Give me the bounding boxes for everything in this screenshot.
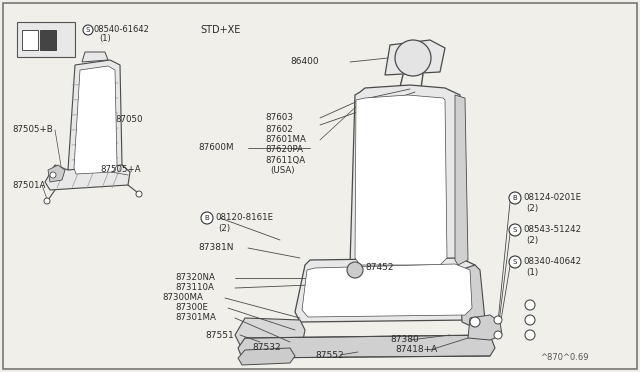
Text: 87620PA: 87620PA bbox=[265, 145, 303, 154]
Text: S: S bbox=[86, 27, 90, 33]
Text: (1): (1) bbox=[526, 267, 538, 276]
Text: 87300E: 87300E bbox=[175, 304, 208, 312]
Text: 87600M: 87600M bbox=[198, 144, 234, 153]
FancyBboxPatch shape bbox=[17, 22, 75, 57]
Circle shape bbox=[525, 315, 535, 325]
Polygon shape bbox=[238, 348, 295, 365]
Text: 873110A: 873110A bbox=[175, 283, 214, 292]
Text: 87552: 87552 bbox=[315, 350, 344, 359]
Text: 87452: 87452 bbox=[365, 263, 394, 273]
Text: ^870^0.69: ^870^0.69 bbox=[540, 353, 589, 362]
Polygon shape bbox=[82, 52, 108, 62]
Text: 08543-51242: 08543-51242 bbox=[523, 225, 581, 234]
Text: 08340-40642: 08340-40642 bbox=[523, 257, 581, 266]
Text: (2): (2) bbox=[526, 235, 538, 244]
Polygon shape bbox=[48, 165, 65, 182]
FancyBboxPatch shape bbox=[10, 15, 195, 200]
Text: (2): (2) bbox=[526, 203, 538, 212]
Text: 87532: 87532 bbox=[252, 343, 280, 353]
Text: (2): (2) bbox=[218, 224, 230, 232]
Circle shape bbox=[50, 172, 56, 178]
FancyBboxPatch shape bbox=[40, 30, 56, 50]
Polygon shape bbox=[74, 66, 117, 174]
Circle shape bbox=[509, 192, 521, 204]
Text: 86400: 86400 bbox=[290, 58, 319, 67]
Circle shape bbox=[509, 256, 521, 268]
Text: 87380: 87380 bbox=[390, 336, 419, 344]
Text: 87603: 87603 bbox=[265, 113, 293, 122]
Text: S: S bbox=[513, 227, 517, 233]
Text: 08540-61642: 08540-61642 bbox=[94, 26, 150, 35]
Polygon shape bbox=[455, 95, 468, 265]
Text: 87320NA: 87320NA bbox=[175, 273, 215, 282]
Circle shape bbox=[347, 262, 363, 278]
Text: STD+XE: STD+XE bbox=[200, 25, 241, 35]
Text: 87301MA: 87301MA bbox=[175, 314, 216, 323]
Text: 87505+A: 87505+A bbox=[100, 166, 141, 174]
Polygon shape bbox=[238, 335, 495, 358]
Text: S: S bbox=[513, 259, 517, 265]
Circle shape bbox=[525, 300, 535, 310]
Circle shape bbox=[136, 191, 142, 197]
Text: 08124-0201E: 08124-0201E bbox=[523, 193, 581, 202]
Polygon shape bbox=[350, 85, 462, 272]
Circle shape bbox=[201, 212, 213, 224]
Text: 08120-8161E: 08120-8161E bbox=[215, 214, 273, 222]
FancyBboxPatch shape bbox=[3, 3, 637, 369]
Circle shape bbox=[44, 198, 50, 204]
Text: B: B bbox=[205, 215, 209, 221]
Polygon shape bbox=[460, 265, 485, 328]
Polygon shape bbox=[68, 60, 122, 178]
Text: B: B bbox=[513, 195, 517, 201]
Circle shape bbox=[395, 40, 431, 76]
FancyBboxPatch shape bbox=[22, 30, 38, 50]
Circle shape bbox=[525, 330, 535, 340]
Text: (1): (1) bbox=[99, 33, 111, 42]
Text: 87381N: 87381N bbox=[198, 244, 234, 253]
Text: 87601MA: 87601MA bbox=[265, 135, 306, 144]
Polygon shape bbox=[302, 264, 472, 317]
Circle shape bbox=[494, 331, 502, 339]
Polygon shape bbox=[295, 258, 478, 322]
Text: 87501A: 87501A bbox=[12, 180, 45, 189]
Circle shape bbox=[494, 316, 502, 324]
Text: 87050: 87050 bbox=[115, 115, 143, 125]
Polygon shape bbox=[385, 40, 445, 75]
Text: 87602: 87602 bbox=[265, 125, 293, 135]
Polygon shape bbox=[45, 165, 130, 190]
Text: (USA): (USA) bbox=[270, 166, 294, 174]
Circle shape bbox=[509, 224, 521, 236]
Polygon shape bbox=[355, 95, 447, 265]
Text: 87300MA: 87300MA bbox=[162, 294, 203, 302]
Text: 87551: 87551 bbox=[205, 330, 234, 340]
Polygon shape bbox=[235, 318, 305, 345]
Text: 87611QA: 87611QA bbox=[265, 155, 305, 164]
Circle shape bbox=[83, 25, 93, 35]
Text: 87505+B: 87505+B bbox=[12, 125, 52, 135]
Text: 87418+A: 87418+A bbox=[395, 346, 437, 355]
Circle shape bbox=[470, 317, 480, 327]
Polygon shape bbox=[468, 315, 502, 340]
